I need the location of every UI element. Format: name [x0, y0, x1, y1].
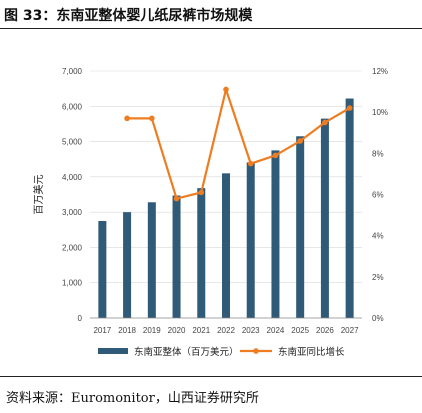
x-tick-label: 2024	[267, 326, 285, 335]
legend-bar-label: 东南亚整体（百万美元）	[134, 346, 239, 358]
x-tick-label: 2026	[316, 326, 334, 335]
y-tick-label: 1,000	[62, 279, 83, 288]
bar	[345, 98, 354, 318]
x-tick-label: 2027	[341, 326, 359, 335]
y2-tick-label: 2%	[372, 273, 384, 282]
x-tick-label: 2022	[217, 326, 235, 335]
growth-line	[127, 85, 351, 200]
chart: 0 1,000 2,000 3,000 4,000 5,000 6,000 7,000 0% 2%…	[32, 67, 388, 358]
legend: 东南亚整体（百万美元） 东南亚同比增长	[98, 346, 345, 358]
x-tick-label: 2025	[291, 326, 309, 335]
y-tick-label: 7,000	[62, 67, 83, 76]
y2-tick-label: 0%	[372, 314, 384, 323]
bar-series	[98, 98, 354, 318]
growth-point	[297, 138, 303, 144]
y2-tick-label: 8%	[372, 149, 384, 158]
growth-point	[149, 115, 155, 122]
x-tick-label: 2020	[168, 326, 186, 335]
y-tick-label: 6,000	[62, 102, 83, 111]
growth-point	[223, 86, 229, 93]
x-tick-label: 2019	[143, 326, 161, 335]
bar	[197, 188, 206, 318]
growth-point	[124, 115, 130, 122]
bar	[172, 195, 181, 318]
footer-rule	[0, 376, 422, 377]
y-tick-label: 2,000	[62, 243, 83, 252]
bar	[147, 202, 156, 318]
y-tick-label: 0	[78, 314, 83, 323]
growth-point	[322, 119, 328, 126]
bar	[246, 162, 255, 318]
figure-footer: 资料来源：Euromonitor，山西证券研究所	[0, 376, 422, 413]
growth-point	[198, 189, 205, 196]
bar	[320, 118, 329, 318]
y-tick-label: 3,000	[62, 208, 83, 217]
figure-header: 图 33：东南亚整体婴儿纸尿裤市场规模	[0, 0, 422, 30]
line-series	[124, 85, 353, 202]
bar	[123, 212, 132, 318]
axes: 0 1,000 2,000 3,000 4,000 5,000 6,000 7,000 0% 2%…	[62, 67, 388, 335]
y2-tick-label: 10%	[372, 108, 388, 117]
growth-point	[173, 195, 180, 202]
x-tick-label: 2021	[192, 326, 210, 335]
x-tick-label: 2018	[118, 326, 136, 335]
growth-point	[247, 160, 254, 167]
figure-title: 图 33：东南亚整体婴儿纸尿裤市场规模	[4, 8, 253, 24]
legend-line-marker	[253, 348, 259, 354]
bar	[296, 136, 305, 318]
y-tick-label: 4,000	[62, 173, 83, 182]
y2-tick-label: 12%	[372, 67, 388, 76]
header-rule	[0, 28, 422, 29]
growth-point	[272, 152, 279, 159]
source-note: 资料来源：Euromonitor，山西证券研究所	[6, 391, 259, 406]
y-tick-label: 5,000	[62, 138, 83, 147]
y2-tick-label: 6%	[372, 191, 384, 200]
x-tick-label: 2023	[242, 326, 260, 335]
bar	[98, 220, 107, 318]
legend-bar-swatch	[98, 348, 128, 354]
growth-point	[346, 105, 353, 111]
legend-line-label: 东南亚同比增长	[278, 346, 345, 358]
bar	[271, 150, 280, 318]
bar	[222, 173, 230, 318]
y2-tick-label: 4%	[372, 232, 384, 241]
x-tick-label: 2017	[93, 326, 111, 335]
y-axis-label: 百万美元	[32, 175, 45, 215]
